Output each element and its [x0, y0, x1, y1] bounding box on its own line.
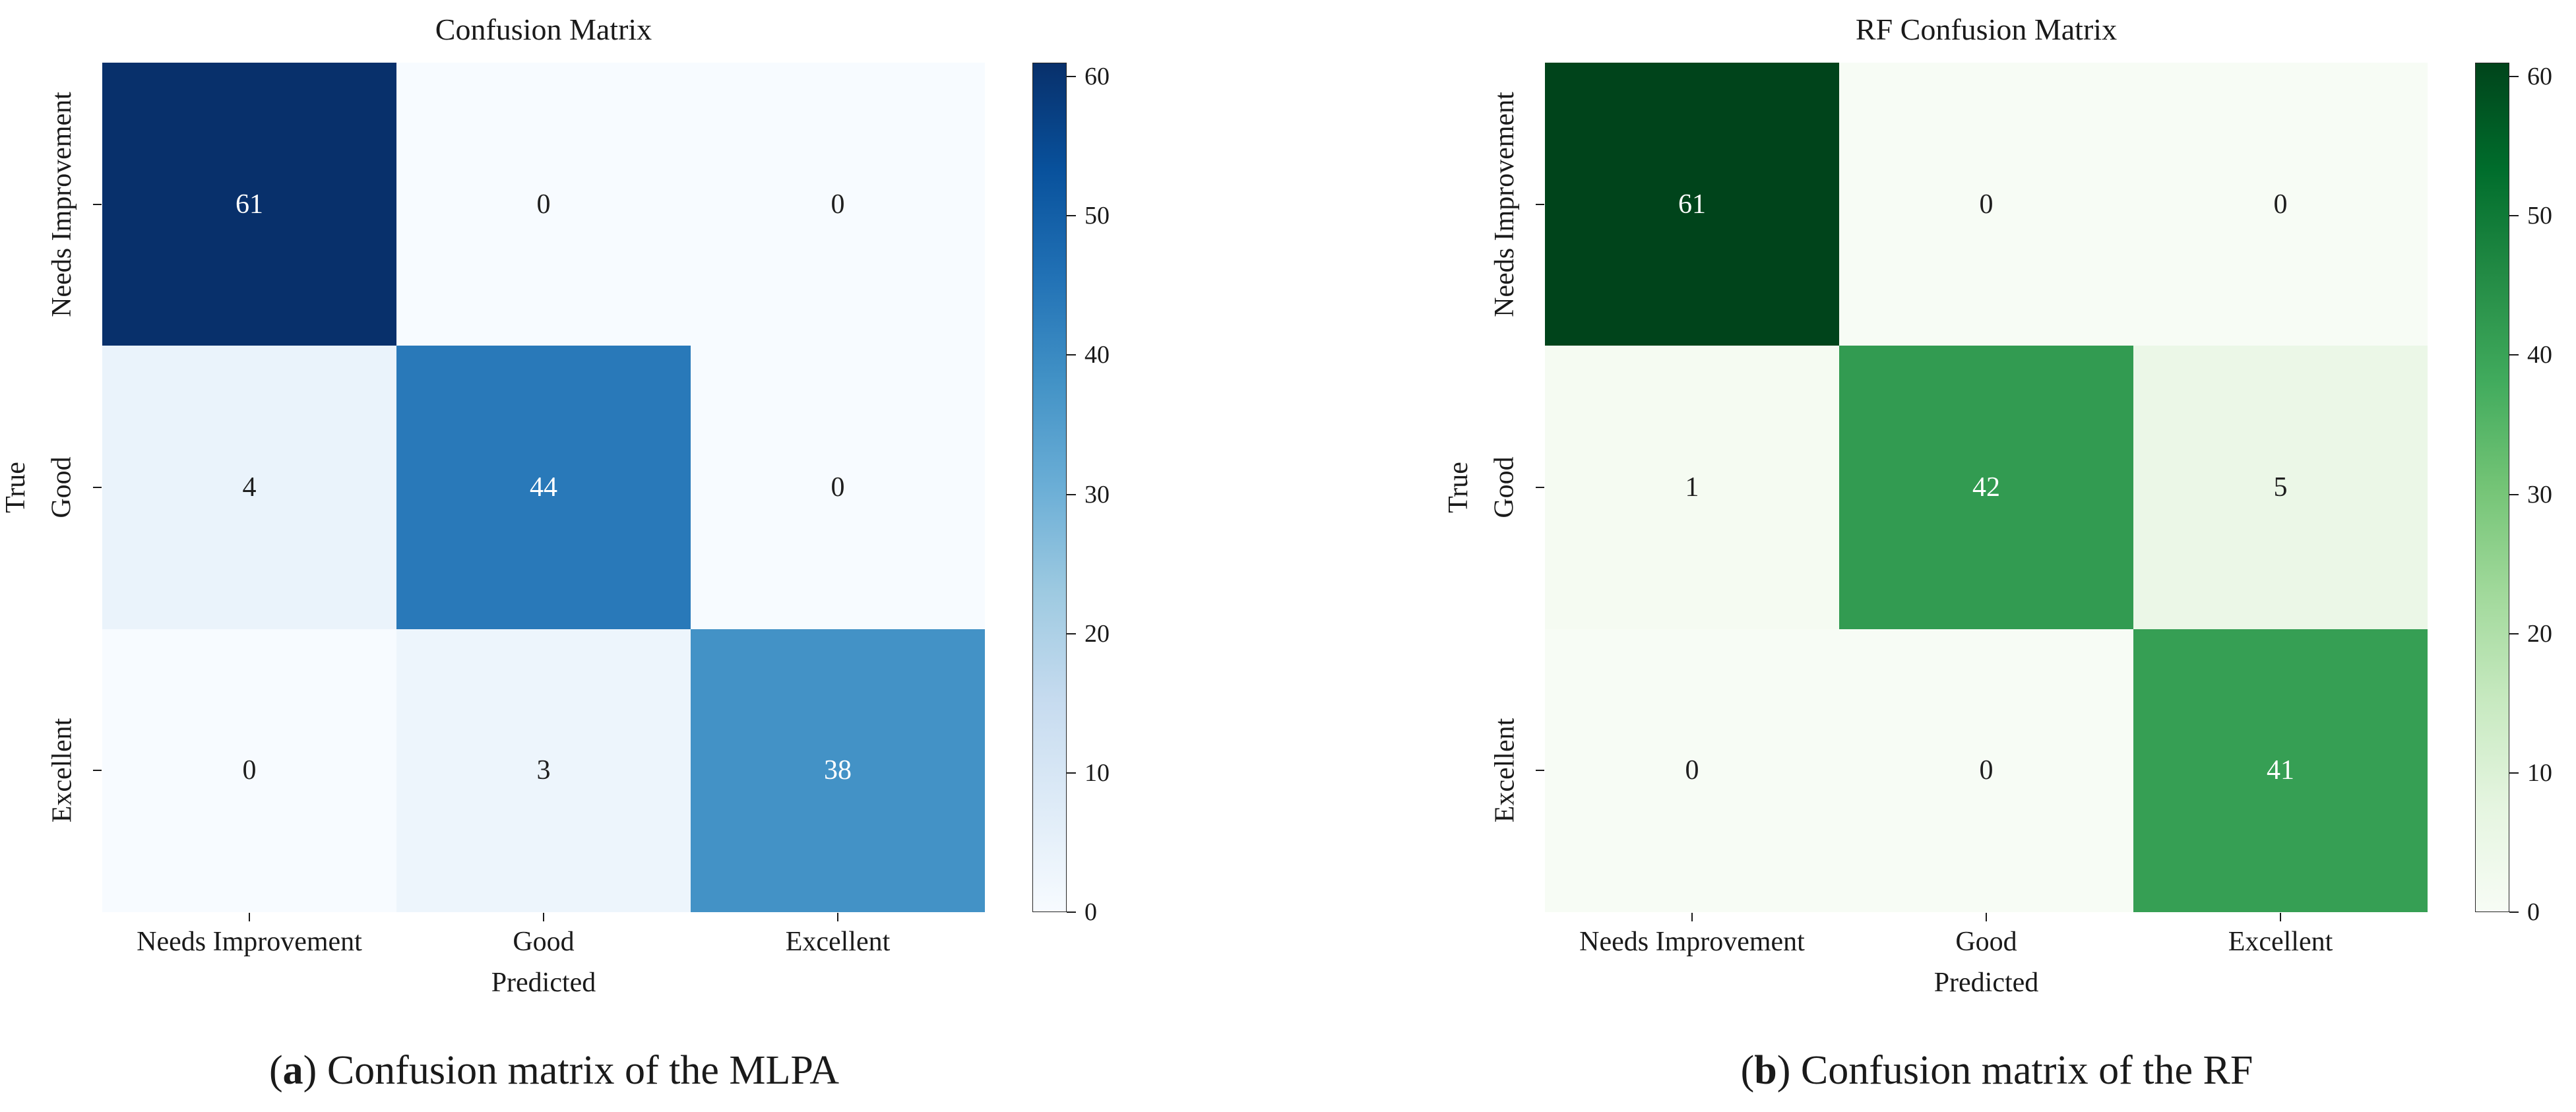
colorbar-tick-label: 30 [1084, 480, 1110, 509]
colorbar-tick-label: 40 [2527, 341, 2552, 369]
colorbar-tick-mark [1067, 215, 1076, 217]
colorbar-tick-label: 10 [2527, 758, 2552, 787]
heatmap-cell: 0 [691, 63, 985, 346]
confusion-matrix-panel-b: RF Confusion Matrix True Needs Improveme… [1443, 0, 2576, 1112]
colorbar-tick-label: 40 [1084, 341, 1110, 369]
heatmap-grid: 61 0 0 1 42 5 0 0 41 [1545, 63, 2428, 912]
y-axis-tick-mark [93, 770, 102, 772]
colorbar-tick-mark [1067, 493, 1076, 495]
heatmap-cell: 42 [1839, 346, 2133, 629]
caption-label: b [1754, 1048, 1777, 1093]
colorbar-tick-label: 20 [2527, 619, 2552, 648]
heatmap-cell: 3 [396, 629, 691, 912]
colorbar-tick-mark [2509, 76, 2519, 78]
colorbar-tick-label: 20 [1084, 619, 1110, 648]
colorbar-tick-mark [1067, 772, 1076, 774]
heatmap-cell: 61 [102, 63, 396, 346]
colorbar-tick-mark [1067, 354, 1076, 356]
x-tick-label: Needs Improvement [137, 927, 362, 957]
heatmap-cell: 0 [691, 346, 985, 629]
colorbar-tick-label: 60 [2527, 63, 2552, 91]
caption-text: ) Confusion matrix of the RF [1776, 1048, 2253, 1093]
colorbar-tick-label: 0 [2527, 898, 2540, 926]
caption-open-paren: ( [269, 1048, 283, 1093]
x-axis-tick-mark [1986, 913, 1987, 921]
colorbar-tick-mark [2509, 215, 2519, 217]
heatmap-cell: 0 [1839, 63, 2133, 346]
heatmap-cell: 61 [1545, 63, 1839, 346]
figure-caption-b: (b) Confusion matrix of the RF [1522, 1047, 2472, 1094]
heatmap-cell: 5 [2133, 346, 2428, 629]
y-axis-tick-mark [1536, 487, 1544, 488]
x-axis-tick-mark [837, 913, 838, 921]
y-axis-tick-mark [93, 487, 102, 488]
y-axis-label-text: True [1, 462, 31, 513]
x-tick-label: Good [513, 927, 575, 957]
x-tick-label: Needs Improvement [1579, 927, 1805, 957]
heatmap-grid: 61 0 0 4 44 0 0 3 38 [102, 63, 985, 912]
heatmap-cell: 0 [2133, 63, 2428, 346]
heatmap-cell: 0 [1839, 629, 2133, 912]
y-tick-label: Needs Improvement [1490, 91, 1521, 317]
caption-text: ) Confusion matrix of the MLPA [303, 1048, 839, 1093]
y-tick-label: Needs Improvement [47, 91, 78, 317]
x-axis-tick-mark [2280, 913, 2281, 921]
chart-title: RF Confusion Matrix [1855, 13, 2118, 46]
colorbar-tick-label: 50 [2527, 202, 2552, 230]
colorbar-tick-label: 30 [2527, 480, 2552, 509]
y-tick-label: Good [1490, 456, 1520, 518]
y-tick-label: Good [47, 456, 77, 518]
colorbar-tick-mark [2509, 633, 2519, 634]
x-axis-label: Predicted [1933, 968, 2039, 998]
y-axis-label: True [1443, 63, 1474, 912]
y-tick-labels: Needs Improvement Good Excellent [33, 63, 91, 912]
heatmap-cell: 1 [1545, 346, 1839, 629]
caption-label: a [282, 1048, 303, 1093]
colorbar-tick-mark [2509, 493, 2519, 495]
y-axis-tick-mark [93, 203, 102, 205]
heatmap-cell: 4 [102, 346, 396, 629]
y-tick-label: Excellent [1490, 718, 1520, 823]
colorbar-tick-label: 10 [1084, 758, 1110, 787]
heatmap-cell: 44 [396, 346, 691, 629]
heatmap-cell: 0 [1545, 629, 1839, 912]
colorbar-gradient [1033, 63, 1066, 911]
colorbar-tick-label: 60 [1084, 63, 1110, 91]
y-tick-labels: Needs Improvement Good Excellent [1476, 63, 1534, 912]
colorbar-gradient [2476, 63, 2509, 911]
y-axis-label-text: True [1443, 462, 1474, 513]
colorbar [1032, 63, 1067, 912]
figure-caption-a: (a) Confusion matrix of the MLPA [79, 1047, 1029, 1094]
y-tick-label: Excellent [47, 718, 77, 823]
x-tick-label: Good [1955, 927, 2017, 957]
colorbar-tick-mark [2509, 354, 2519, 356]
chart-title: Confusion Matrix [435, 13, 652, 46]
heatmap-cell: 0 [396, 63, 691, 346]
colorbar-tick-mark [1067, 911, 1076, 913]
colorbar-tick-mark [1067, 633, 1076, 634]
colorbar-tick-mark [2509, 772, 2519, 774]
y-axis-label: True [0, 63, 32, 912]
colorbar [2475, 63, 2509, 912]
y-axis-tick-mark [1536, 770, 1544, 772]
confusion-matrix-panel-a: Confusion Matrix True Needs Improvement G… [0, 0, 1133, 1112]
colorbar-tick-mark [2509, 911, 2519, 913]
caption-open-paren: ( [1740, 1048, 1755, 1093]
x-axis-tick-mark [249, 913, 250, 921]
x-axis-tick-mark [1691, 913, 1693, 921]
y-axis-tick-mark [1536, 203, 1544, 205]
x-axis-label: Predicted [491, 968, 596, 998]
heatmap-cell: 38 [691, 629, 985, 912]
x-tick-labels: Needs Improvement Good Excellent [102, 926, 985, 958]
x-tick-label: Excellent [2228, 927, 2333, 957]
heatmap-cell: 41 [2133, 629, 2428, 912]
x-axis-tick-mark [543, 913, 544, 921]
colorbar-tick-mark [1067, 76, 1076, 78]
heatmap-cell: 0 [102, 629, 396, 912]
colorbar-tick-label: 0 [1084, 898, 1097, 926]
colorbar-tick-label: 50 [1084, 202, 1110, 230]
x-tick-labels: Needs Improvement Good Excellent [1545, 926, 2428, 958]
x-tick-label: Excellent [785, 927, 891, 957]
